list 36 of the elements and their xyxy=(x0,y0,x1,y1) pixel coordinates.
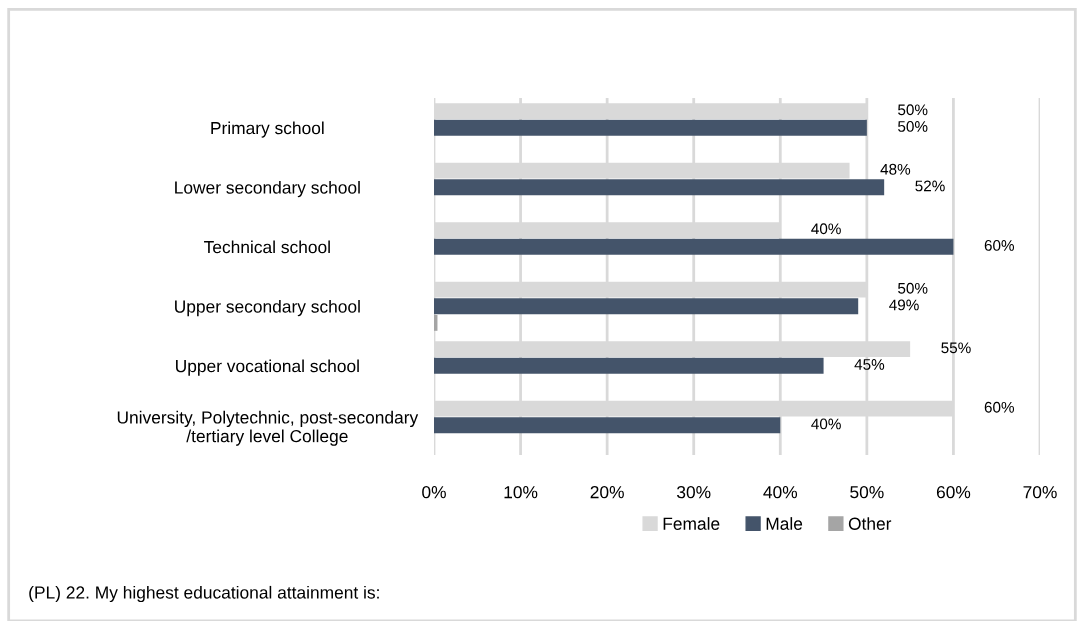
legend-label: Other xyxy=(848,517,892,530)
x-tick-label: 40% xyxy=(763,486,798,499)
x-tick-label: 60% xyxy=(936,486,971,499)
bar xyxy=(434,298,859,315)
legend-label: Female xyxy=(663,517,720,530)
x-tick-label: 20% xyxy=(590,486,624,499)
data-label: 60% xyxy=(984,401,1015,413)
text: (PL) 22. My highest educational attainment is: xyxy=(29,585,379,603)
data-label: 48% xyxy=(880,163,911,175)
y-tick-label: Lower secondary school xyxy=(175,180,360,198)
data-label: 50% xyxy=(898,121,928,132)
y-tick-label: University, Polytechnic, post-secondary /tertiary level College xyxy=(117,410,419,446)
bar xyxy=(434,357,824,374)
data-label: 40% xyxy=(811,418,841,430)
bar xyxy=(434,238,954,255)
x-tick-label: 70% xyxy=(1023,486,1057,499)
data-label: 60% xyxy=(984,240,1015,251)
data-label: 49% xyxy=(889,299,919,311)
data-label: 50% xyxy=(898,104,928,116)
y-tick-label: Upper vocational school xyxy=(176,359,359,376)
x-tick-label: 30% xyxy=(677,486,711,499)
data-label: 50% xyxy=(898,282,928,294)
x-tick-label: 10% xyxy=(504,486,538,499)
bar xyxy=(434,179,885,196)
x-tick-label: 0% xyxy=(422,486,446,499)
data-label: 45% xyxy=(854,359,885,370)
y-tick-label: Upper secondary school xyxy=(175,299,360,317)
data-label: 52% xyxy=(915,180,945,192)
bar xyxy=(434,417,781,434)
legend-label: Male xyxy=(766,517,803,530)
data-label: 40% xyxy=(811,223,841,235)
x-tick-label: 50% xyxy=(850,486,884,499)
bar xyxy=(434,119,867,136)
data-label: 55% xyxy=(941,342,971,354)
y-tick-label: Primary school xyxy=(211,121,324,138)
y-tick-label: Technical school xyxy=(204,240,330,254)
